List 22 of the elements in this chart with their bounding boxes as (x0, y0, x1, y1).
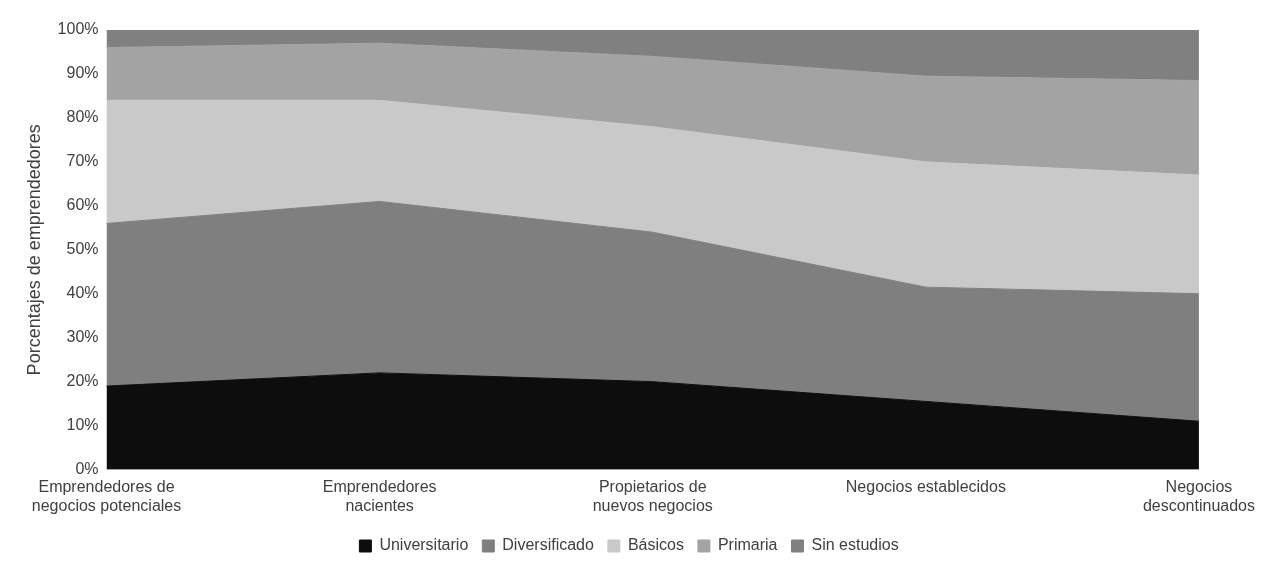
y-tick-label: 50% (66, 240, 99, 258)
y-tick-label: 70% (66, 152, 99, 170)
y-tick-label: 0% (75, 460, 99, 478)
y-tick-label: 60% (66, 196, 99, 214)
y-tick-label: 30% (66, 328, 99, 346)
x-tick-label: Negocios descontinuados (1142, 477, 1255, 514)
y-tick-label: 40% (66, 284, 99, 302)
legend-label: Sin estudios (811, 536, 899, 554)
y-tick-label: 100% (57, 20, 99, 38)
y-tick-label: 90% (66, 64, 99, 82)
y-tick-label: 80% (66, 108, 99, 126)
y-axis-title: Porcentajes de emprendedores (23, 124, 44, 376)
y-tick-label: 20% (66, 372, 99, 390)
x-tick-label: Negocios establecidos (845, 477, 1006, 495)
x-tick-label: Emprendedores nacientes (322, 477, 437, 514)
legend-label: Universitario (379, 536, 469, 554)
x-tick-label: Emprendedores de negocios potenciales (31, 477, 182, 514)
x-tick-label: Propietarios de nuevos negocios (592, 477, 713, 514)
y-tick-label: 10% (66, 416, 99, 434)
legend-label: Primaria (717, 536, 778, 554)
legend-label: Diversificado (502, 536, 594, 554)
legend-label: Básicos (627, 536, 684, 554)
